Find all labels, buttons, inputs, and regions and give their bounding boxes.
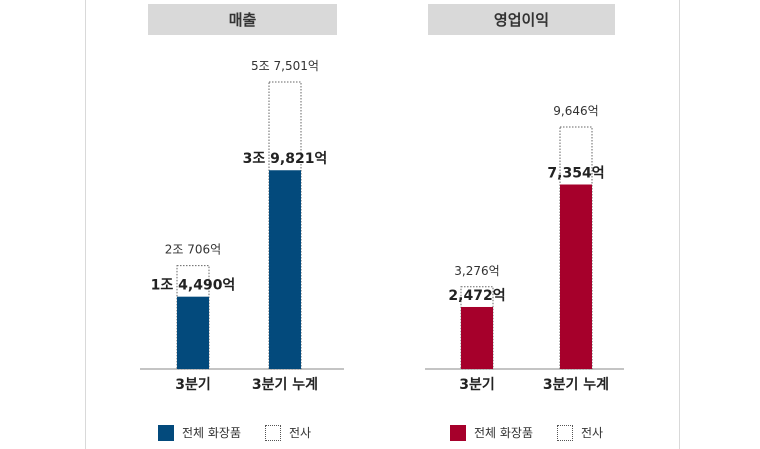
left-frame-line — [85, 0, 86, 449]
legend-item-company: 전사 — [557, 424, 603, 441]
data-label-company-total: 2조 706억 — [165, 243, 221, 257]
legend-swatch-solid — [158, 424, 174, 441]
x-tick-label: 3분기 — [175, 377, 211, 393]
legend-swatch-dotted — [265, 424, 282, 441]
legend-item-company: 전사 — [265, 424, 311, 441]
data-label-company-total: 9,646억 — [553, 104, 598, 118]
x-tick-label: 3분기 누계 — [252, 377, 318, 393]
bar-cosmetics — [177, 296, 209, 369]
legend-label-company: 전사 — [581, 426, 604, 440]
data-label-cosmetics: 2,472억 — [448, 288, 505, 304]
data-label-cosmetics: 3조 9,821억 — [243, 151, 328, 167]
operating-profit-chart-title: 영업이익 — [428, 4, 615, 35]
legend-label-company: 전사 — [289, 426, 312, 440]
data-label-cosmetics: 1조 4,490억 — [151, 278, 236, 294]
data-label-company-total: 5조 7,501억 — [251, 59, 319, 73]
legend-swatch-solid — [450, 424, 466, 441]
x-tick-label: 3분기 — [459, 377, 495, 393]
x-tick-label: 3분기 누계 — [543, 377, 609, 393]
legend-label-cosmetics: 전체 화장품 — [182, 426, 242, 440]
legend-label-cosmetics: 전체 화장품 — [474, 426, 534, 440]
legend-swatch-dotted — [557, 424, 574, 441]
data-label-cosmetics: 7,354억 — [547, 166, 604, 182]
legend-item-cosmetics: 전체 화장품 — [158, 424, 241, 441]
sales-legend: 전체 화장품 전사 — [158, 424, 335, 441]
bar-cosmetics — [269, 170, 301, 369]
sales-chart-title: 매출 — [148, 4, 337, 35]
data-label-company-total: 3,276억 — [454, 264, 499, 278]
bar-cosmetics — [560, 184, 592, 369]
profit-legend: 전체 화장품 전사 — [450, 424, 627, 441]
right-frame-line — [679, 0, 680, 449]
bar-cosmetics — [461, 306, 493, 369]
legend-item-cosmetics: 전체 화장품 — [450, 424, 533, 441]
